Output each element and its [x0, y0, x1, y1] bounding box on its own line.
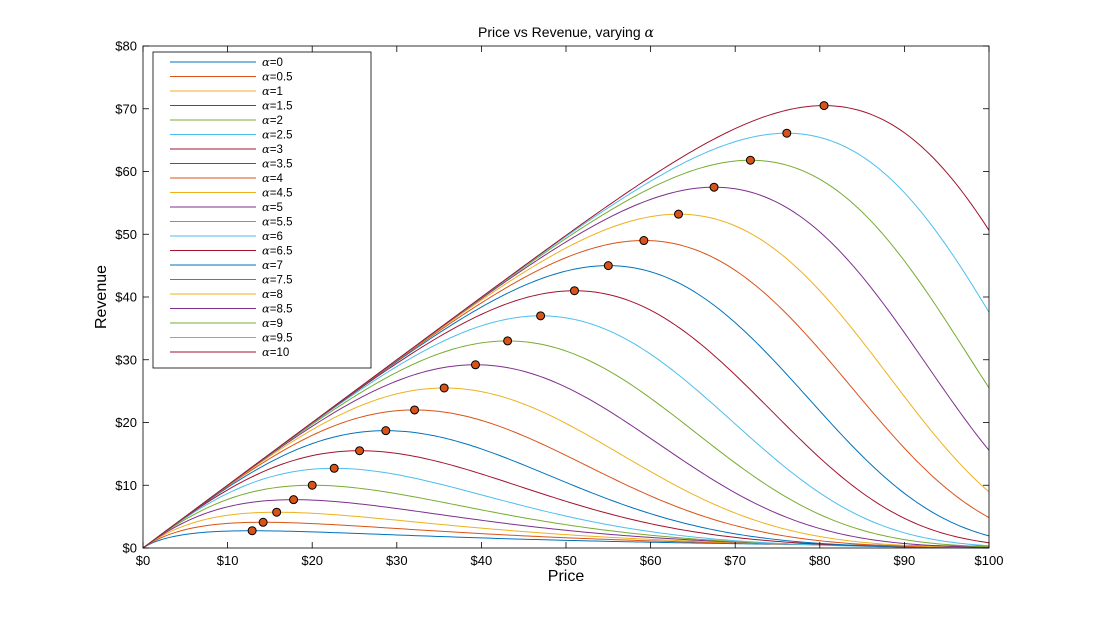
legend-entry: α=8 [262, 287, 283, 301]
peak-marker [603, 261, 613, 271]
legend-entry: α=5 [262, 200, 283, 214]
peak-marker [307, 480, 317, 490]
series-layer [142, 105, 990, 549]
y-tick-label: $60 [115, 164, 137, 179]
legend-entry: α=9.5 [262, 331, 292, 345]
legend-entry: α=4.5 [262, 186, 292, 200]
peak-marker [709, 182, 719, 192]
y-tick-label: $40 [115, 290, 137, 305]
peak-marker [247, 526, 257, 536]
peak-marker [439, 383, 449, 393]
x-axis: $0 $10 $20 $30 $40 $50 $60 $70 $80 $90 $100 [136, 46, 1004, 568]
x-tick-label: $90 [894, 553, 916, 568]
legend-entry: α=10 [262, 345, 289, 359]
x-tick-label: $20 [301, 553, 323, 568]
legend-entry: α=3.5 [262, 157, 292, 171]
peak-marker [289, 495, 299, 505]
legend-entry: α=7 [262, 258, 283, 272]
x-tick-label: $40 [471, 553, 493, 568]
y-axis-label: Revenue [93, 265, 110, 329]
legend-entry: α=0 [262, 55, 283, 69]
y-tick-label: $70 [115, 101, 137, 116]
legend-entry: α=6 [262, 229, 283, 243]
peak-marker [381, 426, 391, 436]
series-line [142, 387, 990, 549]
legend-entry: α=7.5 [262, 273, 292, 287]
legend-entry: α=6.5 [262, 244, 292, 258]
chart-title: Price vs Revenue, varying α [478, 24, 655, 41]
legend-box [152, 51, 372, 369]
peak-marker [355, 446, 365, 456]
peak-marker [503, 336, 513, 346]
x-axis-label: Price [548, 568, 585, 585]
peak-marker [258, 517, 268, 527]
peak-marker [639, 236, 649, 246]
legend-entry: α=9 [262, 316, 283, 330]
legend-entry: α=4 [262, 171, 283, 185]
series-line [142, 430, 990, 549]
x-tick-label: $60 [640, 553, 662, 568]
x-tick-label: $50 [555, 553, 577, 568]
legend-entry: α=1.5 [262, 99, 292, 113]
legend-entry: α=5.5 [262, 215, 292, 229]
series-line [142, 105, 990, 549]
x-tick-label: $70 [724, 553, 746, 568]
x-tick-label: $10 [217, 553, 239, 568]
legend-entry: α=2 [262, 113, 283, 127]
y-tick-label: $30 [115, 352, 137, 367]
peak-marker [745, 155, 755, 165]
peak-marker [536, 311, 546, 321]
peak-marker [674, 209, 684, 219]
series-line [142, 409, 990, 549]
series-line [142, 364, 990, 549]
x-tick-label: $0 [136, 553, 150, 568]
y-tick-label: $0 [123, 541, 137, 556]
y-tick-label: $20 [115, 415, 137, 430]
series-line [142, 467, 990, 549]
y-axis: $0 $10 $20 $30 $40 $50 $60 $70 $80 [115, 39, 989, 556]
peak-marker [410, 405, 420, 415]
legend-entry: α=2.5 [262, 128, 292, 142]
x-tick-label: $30 [386, 553, 408, 568]
peak-marker [272, 507, 282, 517]
legend-entry: α=1 [262, 84, 283, 98]
legend: α=0α=0.5α=1α=1.5α=2α=2.5α=3α=3.5α=4α=4.5… [152, 51, 372, 369]
x-tick-label: $80 [809, 553, 831, 568]
y-tick-label: $80 [115, 39, 137, 54]
peak-marker [470, 360, 480, 370]
peak-marker [329, 463, 339, 473]
peak-marker [782, 128, 792, 138]
peak-markers [247, 101, 829, 536]
y-tick-label: $50 [115, 227, 137, 242]
legend-entry: α=3 [262, 142, 283, 156]
y-tick-label: $10 [115, 478, 137, 493]
x-tick-label: $100 [975, 553, 1004, 568]
peak-marker [819, 101, 829, 111]
legend-entry: α=0.5 [262, 70, 292, 84]
legend-entry: α=8.5 [262, 302, 292, 316]
peak-marker [569, 286, 579, 296]
